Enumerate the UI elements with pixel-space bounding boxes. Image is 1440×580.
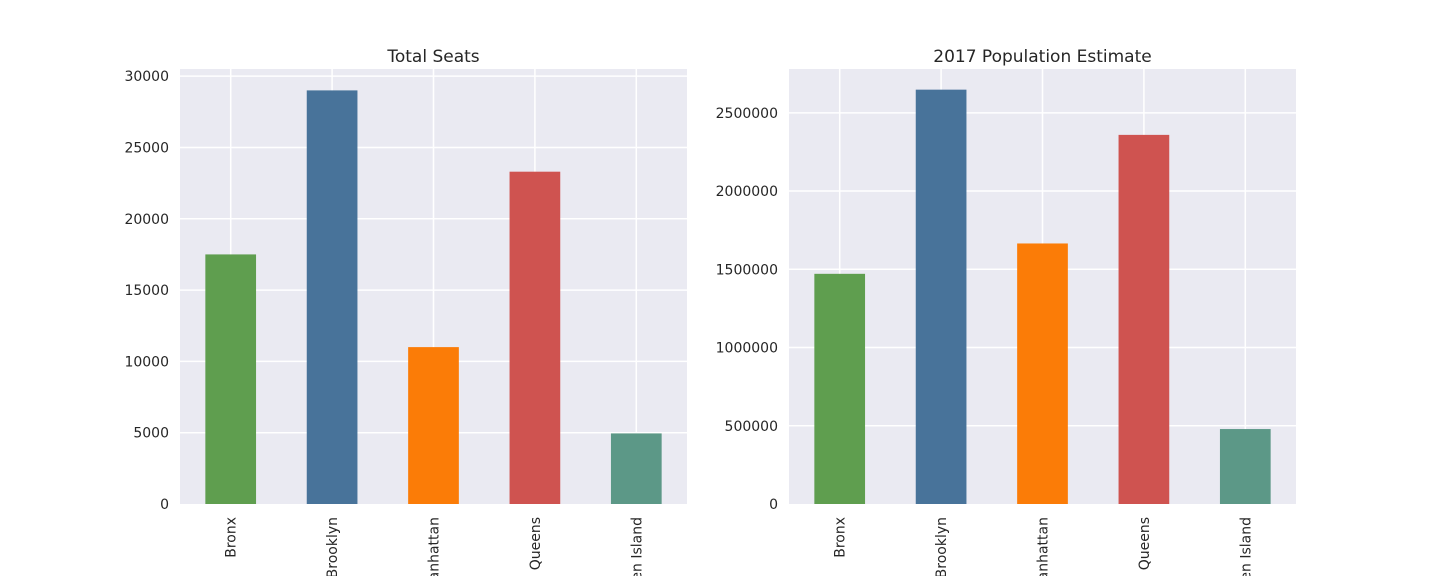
bar-bronx xyxy=(205,254,257,504)
y-tick-label: 15000 xyxy=(124,283,169,299)
y-tick-label: 20000 xyxy=(124,212,169,228)
bar-queens xyxy=(1118,134,1170,504)
x-tick-label: Queens xyxy=(528,517,544,570)
bar-brooklyn xyxy=(915,89,967,505)
y-tick-label: 0 xyxy=(160,497,169,513)
y-tick-label: 5000 xyxy=(133,426,169,442)
y-tick-label: 0 xyxy=(769,497,778,513)
x-tick-label: Staten Island xyxy=(1238,517,1254,576)
bar-staten-island xyxy=(610,433,662,504)
chart-panel-0: 0 5000 10000 15000 20000 25000 30000 Bronx Brook… xyxy=(124,47,687,580)
chart-panel-1: 0 500000 1000000 1500000 2000000 2500000 Bronx… xyxy=(716,47,1296,580)
x-tick-label: Brooklyn xyxy=(934,517,950,576)
y-tick-label: 2000000 xyxy=(716,184,778,200)
bar-brooklyn xyxy=(306,90,358,505)
y-tick-label: 1500000 xyxy=(716,262,778,278)
y-tick-label: 500000 xyxy=(725,419,778,435)
bar-queens xyxy=(509,171,561,504)
x-tick-label: Manhattan xyxy=(1036,517,1052,576)
y-tick-label: 30000 xyxy=(124,69,169,85)
x-tick-label: Bronx xyxy=(833,517,849,558)
y-tick-label: 2500000 xyxy=(716,106,778,122)
x-tick-label: Brooklyn xyxy=(325,517,341,576)
bar-bronx xyxy=(814,273,866,504)
y-tick-label: 25000 xyxy=(124,140,169,156)
x-tick-label: Staten Island xyxy=(629,517,645,576)
bar-staten-island xyxy=(1219,429,1271,504)
chart-title: Total Seats xyxy=(386,47,479,67)
y-tick-label: 1000000 xyxy=(716,341,778,357)
x-tick-label: Manhattan xyxy=(427,517,443,576)
bar-manhattan xyxy=(408,347,459,504)
chart-title: 2017 Population Estimate xyxy=(933,47,1151,67)
x-tick-label: Bronx xyxy=(224,517,240,558)
bar-manhattan xyxy=(1017,243,1068,504)
x-tick-label: Queens xyxy=(1137,517,1153,570)
y-tick-label: 10000 xyxy=(124,354,169,370)
